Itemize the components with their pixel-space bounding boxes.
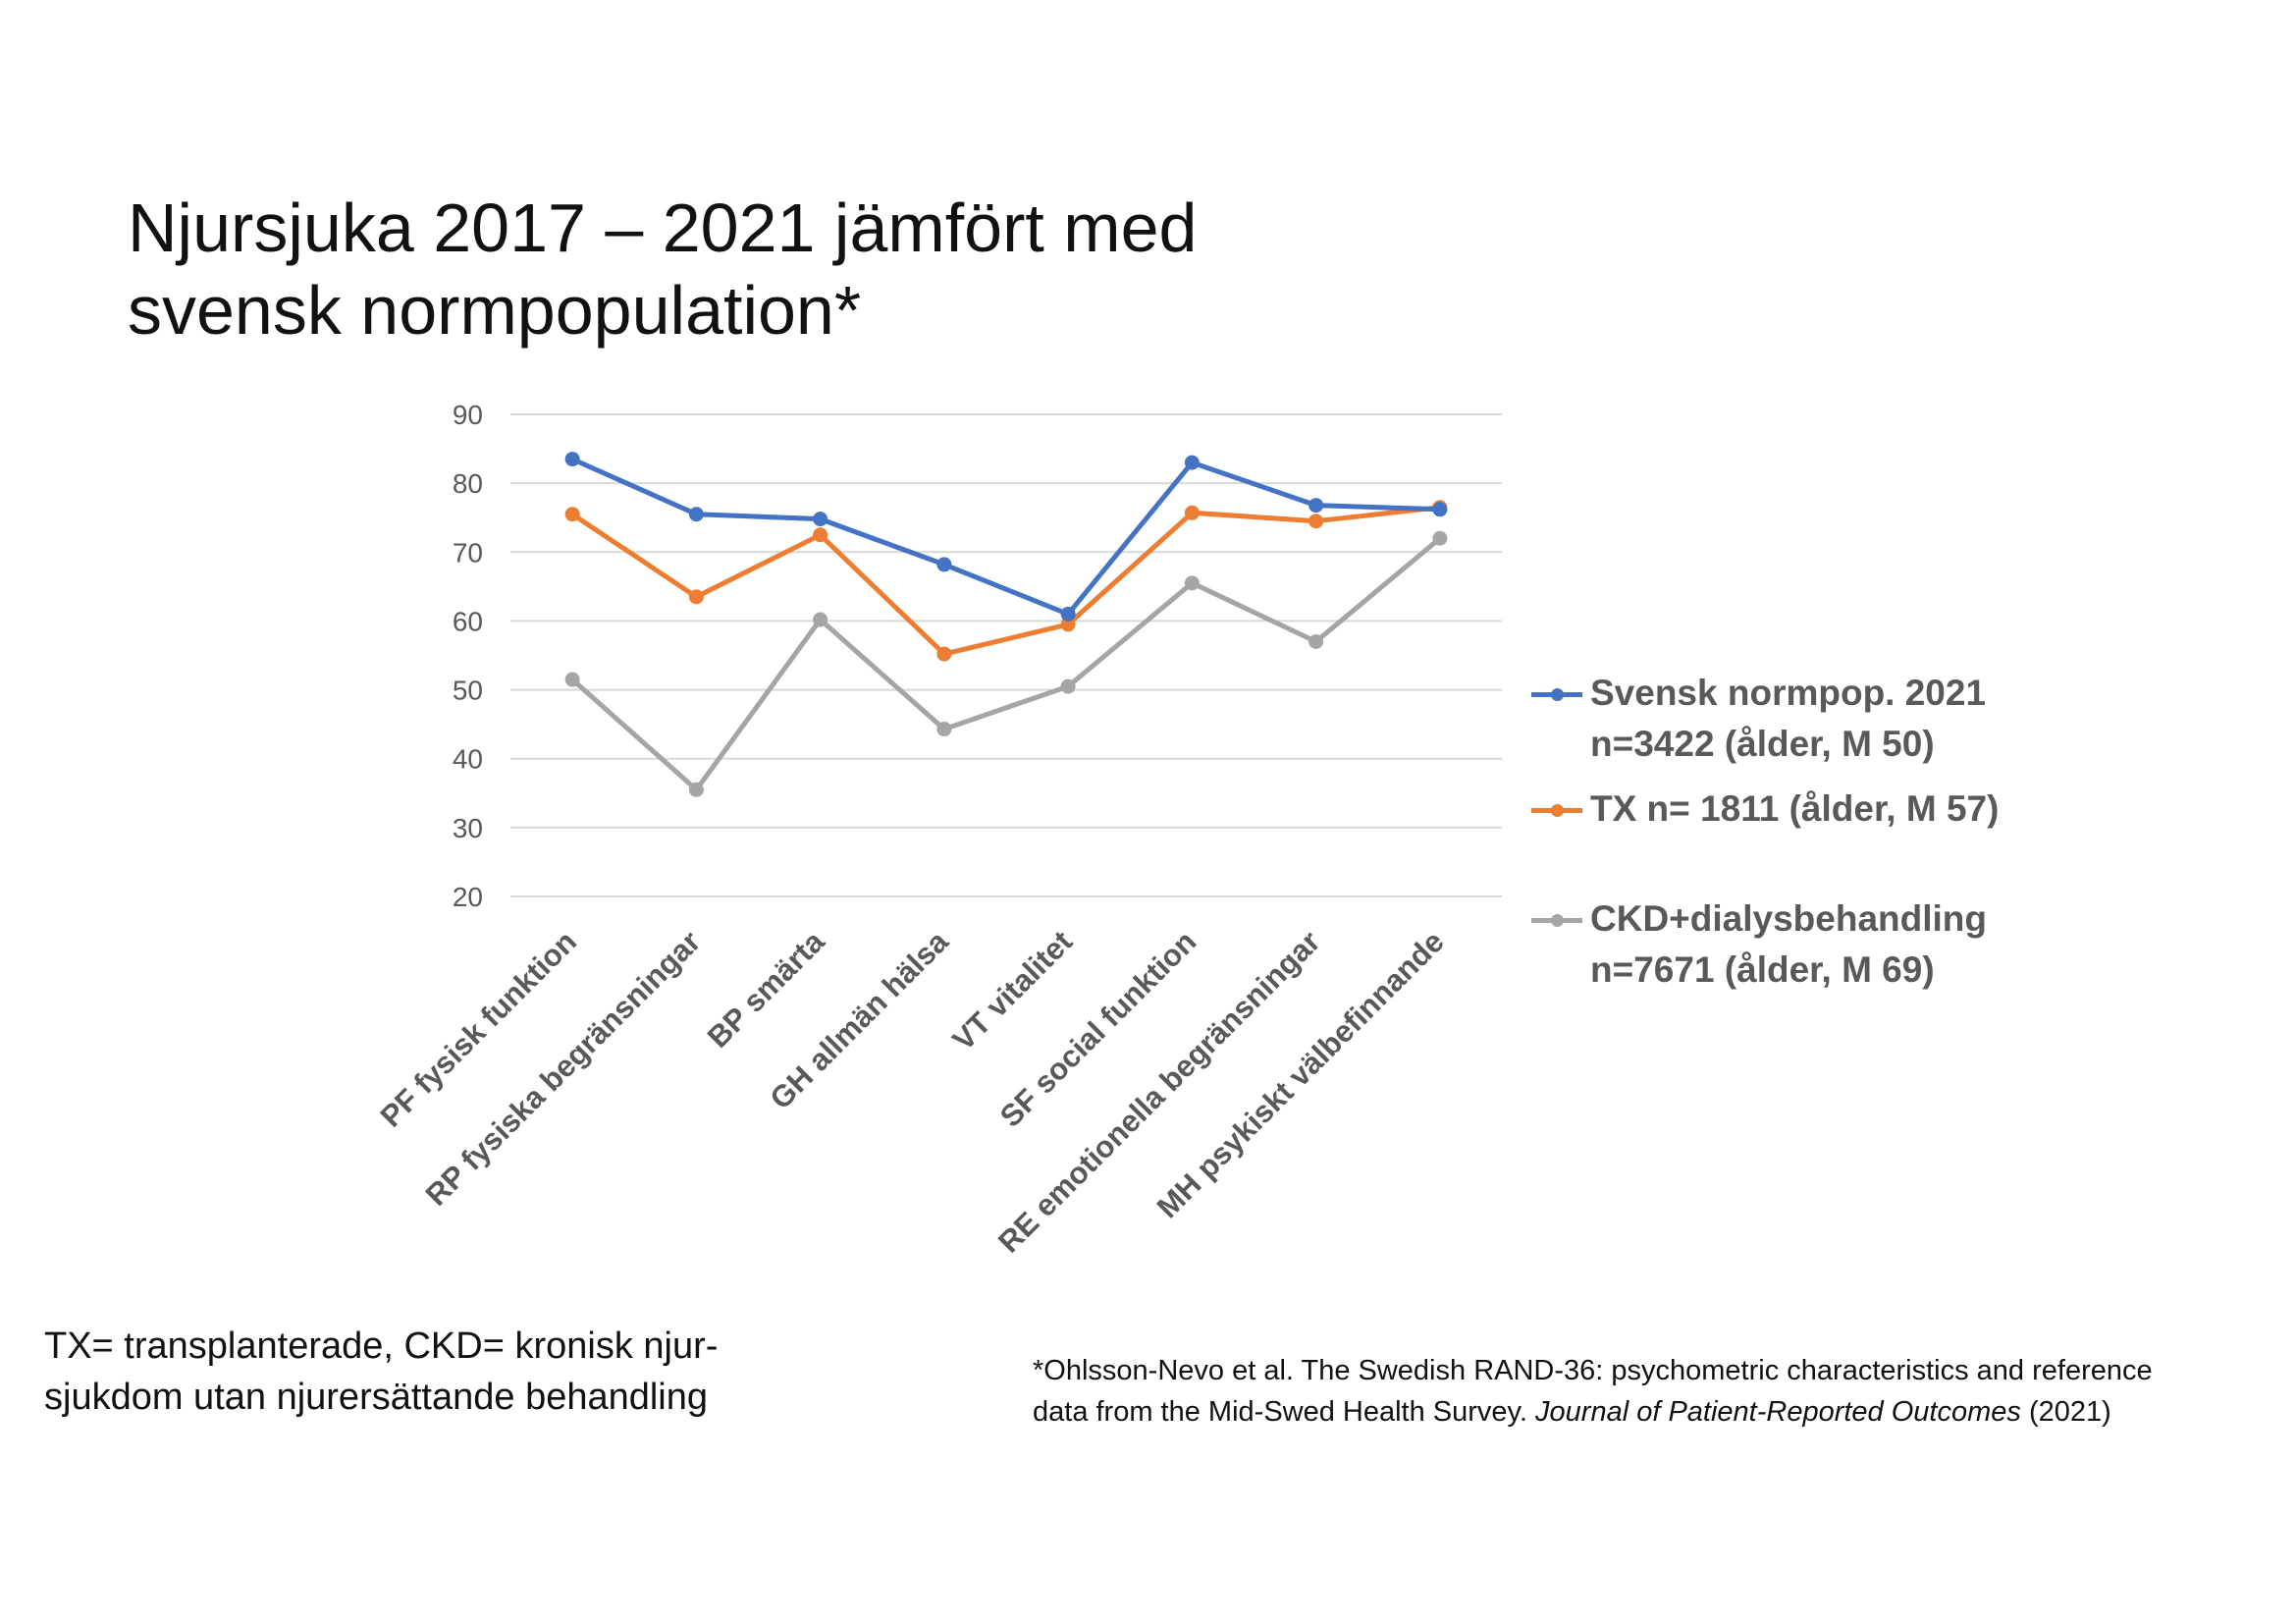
data-point-s3-3 — [813, 612, 828, 627]
data-point-s3-2 — [688, 782, 704, 797]
y-tick-label-90: 90 — [453, 400, 483, 430]
legend-swatch-tx — [1531, 804, 1582, 817]
y-tick-label-30: 30 — [453, 813, 483, 843]
data-point-s1-7 — [1308, 498, 1324, 514]
y-axis-ticks: 20 30 40 50 60 70 80 90 — [453, 400, 483, 912]
data-point-s1-2 — [688, 507, 704, 522]
data-point-s1-8 — [1432, 502, 1448, 517]
data-point-s2-5 — [1060, 617, 1076, 632]
data-point-s2-4 — [936, 646, 952, 662]
legend-tx-line1: TX n= 1811 (ålder, M 57) — [1590, 788, 2000, 829]
y-tick-label-80: 80 — [453, 468, 483, 499]
data-point-s1-5 — [1060, 606, 1076, 622]
data-point-s2-3 — [813, 527, 828, 543]
legend-ckd-line2: n=7671 (ålder, M 69) — [1590, 949, 1935, 990]
y-tick-label-20: 20 — [453, 882, 483, 912]
reference-line-2: data from the Mid-Swed Health Survey. Jo… — [1033, 1391, 2260, 1433]
data-point-s2-1 — [564, 507, 580, 522]
series-line-1 — [569, 457, 1443, 617]
series-line-3 — [569, 535, 1443, 792]
data-point-s3-7 — [1308, 633, 1324, 649]
legend: Svensk normpop. 2021 n=3422 (ålder, M 50… — [1531, 668, 2140, 996]
data-point-s3-6 — [1184, 575, 1200, 591]
reference-year: (2021) — [2020, 1396, 2111, 1428]
legend-normpop-line2: n=3422 (ålder, M 50) — [1590, 724, 1935, 764]
legend-item-ckd: CKD+dialysbehandling n=7671 (ålder, M 69… — [1531, 893, 2140, 996]
reference-line-2-text: data from the Mid-Swed Health Survey. — [1033, 1396, 1536, 1428]
data-point-s1-1 — [564, 452, 580, 467]
data-point-s3-8 — [1432, 530, 1448, 546]
legend-label-ckd: CKD+dialysbehandling n=7671 (ålder, M 69… — [1590, 893, 2140, 996]
legend-ckd-line1: CKD+dialysbehandling — [1590, 898, 1987, 939]
legend-item-tx: TX n= 1811 (ålder, M 57) — [1531, 784, 2140, 835]
reference-journal: Journal of Patient-Reported Outcomes — [1535, 1396, 2021, 1428]
footnote-line-1: TX= transplanterade, CKD= kronisk njur- — [44, 1326, 719, 1367]
legend-swatch-normpop — [1531, 688, 1582, 701]
y-tick-label-40: 40 — [453, 744, 483, 775]
reference-citation: *Ohlsson-Nevo et al. The Swedish RAND-36… — [1033, 1350, 2260, 1433]
legend-swatch-ckd — [1531, 914, 1582, 927]
data-point-s1-4 — [936, 557, 952, 572]
data-point-s2-2 — [688, 589, 704, 605]
abbreviation-footnote: TX= transplanterade, CKD= kronisk njur- … — [44, 1321, 849, 1423]
slide-title: Njursjuka 2017 – 2021 jämfört med svensk… — [128, 187, 1600, 352]
title-line-1: Njursjuka 2017 – 2021 jämfört med — [128, 189, 1198, 266]
x-tick-label-3: BP smärta — [701, 924, 831, 1055]
data-point-s3-4 — [936, 722, 952, 737]
footnote-line-2: sjukdom utan njurersättande behandling — [44, 1377, 709, 1418]
data-point-s3-1 — [564, 672, 580, 687]
x-tick-label-5: VT vitalitet — [945, 924, 1079, 1057]
y-tick-label-60: 60 — [453, 606, 483, 636]
data-point-s1-3 — [813, 512, 828, 527]
gridlines — [510, 413, 1502, 897]
y-tick-label-70: 70 — [453, 537, 483, 568]
data-point-s1-6 — [1184, 455, 1200, 470]
reference-line-1: *Ohlsson-Nevo et al. The Swedish RAND-36… — [1033, 1355, 2153, 1386]
legend-label-normpop: Svensk normpop. 2021 n=3422 (ålder, M 50… — [1590, 668, 2140, 770]
chart-series — [564, 452, 1448, 797]
data-point-s3-5 — [1060, 678, 1076, 694]
data-point-s2-6 — [1184, 505, 1200, 520]
legend-item-normpop: Svensk normpop. 2021 n=3422 (ålder, M 50… — [1531, 668, 2140, 770]
series-line-2 — [569, 505, 1443, 657]
legend-label-tx: TX n= 1811 (ålder, M 57) — [1590, 784, 2140, 835]
title-line-2: svensk normpopulation* — [128, 272, 862, 349]
legend-normpop-line1: Svensk normpop. 2021 — [1590, 673, 1987, 713]
y-tick-label-50: 50 — [453, 676, 483, 706]
data-point-s2-7 — [1308, 514, 1324, 529]
